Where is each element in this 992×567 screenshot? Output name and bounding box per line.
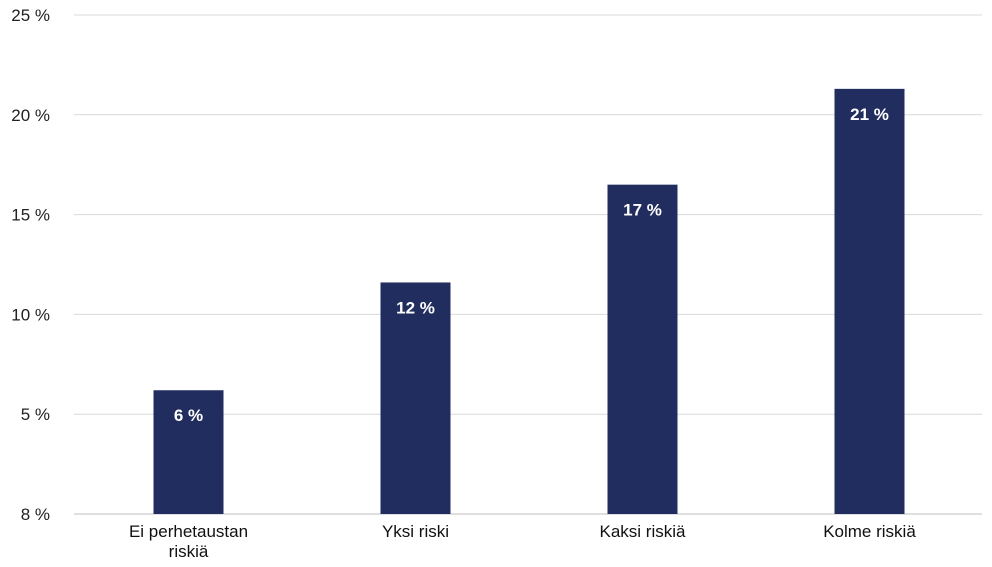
data-labels: 6 % 12 % 17 % 21 % [174,105,889,425]
bar [380,282,451,514]
data-label: 21 % [850,105,889,124]
y-tick-label: 20 % [11,106,50,125]
bar [153,390,224,514]
y-tick-label: 25 % [11,6,50,25]
bar [834,88,905,515]
x-tick-label: Yksi riski [382,522,449,541]
y-tick-label: 5 % [21,405,50,424]
data-label: 12 % [396,298,435,317]
data-label: 6 % [174,406,203,425]
x-tick-label: Kaksi riskiä [600,522,687,541]
y-axis-ticks: 8 % 5 % 10 % 15 % 20 % 25 % [11,6,50,524]
y-tick-label: 15 % [11,206,50,225]
x-tick-label: Ei perhetaustan riskiä [129,522,248,561]
data-label: 17 % [623,201,662,220]
bars [153,88,905,515]
gridlines [74,14,982,515]
y-tick-label: 8 % [21,505,50,524]
x-tick-label: Kolme riskiä [823,522,916,541]
x-axis-ticks: Ei perhetaustan riskiä Yksi riski Kaksi ris… [129,522,916,561]
bar [607,184,678,514]
y-tick-label: 10 % [11,305,50,324]
